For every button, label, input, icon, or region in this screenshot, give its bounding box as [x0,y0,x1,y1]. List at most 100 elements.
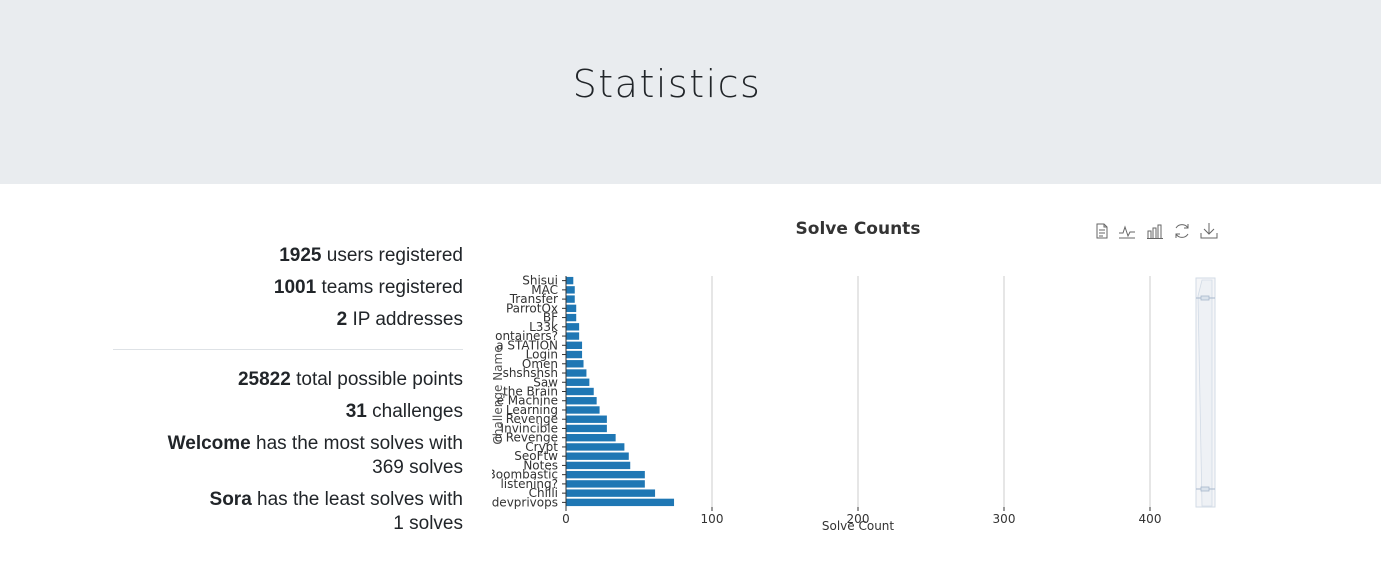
bar[interactable] [566,313,577,322]
bar[interactable] [566,470,645,479]
most-solved-name: Welcome [167,433,251,454]
least-solves-label: has the least solves with [257,489,463,510]
y-tick-label: Login [526,348,558,362]
x-tick-label: 200 [847,512,870,526]
bar[interactable] [566,323,580,331]
challenges-count: 31 [345,401,367,422]
chart-x-tick-labels: 0 100 200 300 400 [562,512,1161,526]
chart-title: Solve Counts [796,219,921,239]
bar[interactable] [566,498,675,507]
restore-icon[interactable] [1173,222,1191,240]
zoom-slider[interactable] [1195,277,1216,508]
most-solves-label: has the most solves with [256,433,463,454]
line-chart-icon[interactable] [1118,223,1136,239]
bar[interactable] [566,397,597,405]
stats-divider [113,349,463,350]
y-tick-label: Chilli [529,486,558,500]
bar[interactable] [566,415,607,423]
zoom-handle-bottom[interactable] [1200,486,1210,492]
y-tick-label: Invincible [501,421,558,435]
y-tick-label: Revenge [506,412,558,426]
bar[interactable] [566,461,631,470]
ip-label: IP addresses [352,309,463,330]
points-count: 25822 [237,369,291,390]
challenges-label: challenges [372,401,463,422]
ip-count: 2 [336,309,348,330]
points-label: total possible points [296,369,463,390]
teams-count: 1001 [273,277,317,298]
x-tick-label: 100 [701,512,724,526]
bar[interactable] [566,406,600,414]
solve-counts-chart: Solve Counts [490,210,1230,540]
teams-label: teams registered [321,277,463,298]
y-tick-label: the Brain [503,385,558,399]
stats-panel: 1925 users registered 1001 teams registe… [113,240,463,536]
x-tick-label: 0 [562,512,570,526]
y-tick-label: SeoFtw [514,449,558,463]
y-tick-label: listening? [500,477,558,491]
bar[interactable] [566,341,583,349]
y-tick-label: MAC [531,283,558,297]
y-axis-title: Challenge Name [491,345,505,444]
most-solves-stat: Welcome has the most solves with 369 solv… [113,432,463,480]
chart-bars [566,276,675,507]
least-solved-name: Sora [209,489,252,510]
chart-gridlines [565,276,1151,511]
y-tick-label: Transfer [509,292,558,306]
bar[interactable] [566,360,584,368]
y-tick-label: Saw [533,375,558,389]
chart-y-tick-labels: ShisuiMACTransferParrotOxBFL33kontainers… [490,274,566,509]
most-solves-count: 369 solves [372,457,463,478]
bar[interactable] [566,369,587,377]
bar[interactable] [566,480,645,488]
chart-canvas: Solve Counts [490,219,1218,533]
y-tick-label: shshshsh [503,366,558,380]
users-label: users registered [326,245,463,266]
y-tick-label: e Machine [497,394,558,408]
points-stat: 25822 total possible points [113,364,463,396]
bar[interactable] [566,489,656,497]
zoom-slider-shadow [1197,279,1213,507]
y-tick-label: Crypt [525,440,558,454]
y-tick-label: Omen [522,357,558,371]
bar[interactable] [566,332,580,340]
users-stat: 1925 users registered [113,240,463,272]
bar[interactable] [566,452,629,460]
y-tick-label: BF [543,311,558,325]
y-tick-label: ParrotOx [506,301,558,315]
bar[interactable] [566,286,575,294]
bar[interactable] [566,350,583,359]
y-tick-label: Shisui [522,274,558,288]
x-tick-label: 300 [993,512,1016,526]
bar-chart-icon[interactable] [1146,223,1164,239]
least-solves-count: 1 solves [393,513,463,534]
page-title: Statistics [572,62,762,106]
header-banner: Statistics [0,0,1381,184]
y-tick-label: Boombastic [490,468,558,482]
y-tick-label: Notes [523,458,558,472]
bar[interactable] [566,276,574,285]
y-tick-label: e Revenge [495,431,558,445]
zoom-handle-top[interactable] [1200,295,1210,301]
y-tick-label: a STATION [496,338,558,352]
bar[interactable] [566,443,625,451]
least-solves-stat: Sora has the least solves with 1 solves [113,488,463,536]
chart-toolbox [1094,222,1218,240]
bar[interactable] [566,295,575,303]
y-tick-label: devprivops [492,495,558,509]
bar[interactable] [566,434,616,442]
teams-stat: 1001 teams registered [113,272,463,304]
save-image-icon[interactable] [1200,222,1218,240]
y-tick-label: ontainers? [495,329,558,343]
bar[interactable] [566,304,577,313]
bar[interactable] [566,424,607,433]
users-count: 1925 [279,245,322,266]
bar[interactable] [566,387,594,396]
data-view-icon[interactable] [1094,223,1110,239]
bar[interactable] [566,378,590,386]
y-tick-label: Learning [506,403,558,417]
ip-stat: 2 IP addresses [113,304,463,336]
challenges-stat: 31 challenges [113,396,463,428]
x-tick-label: 400 [1139,512,1162,526]
y-tick-label: L33k [529,320,558,334]
